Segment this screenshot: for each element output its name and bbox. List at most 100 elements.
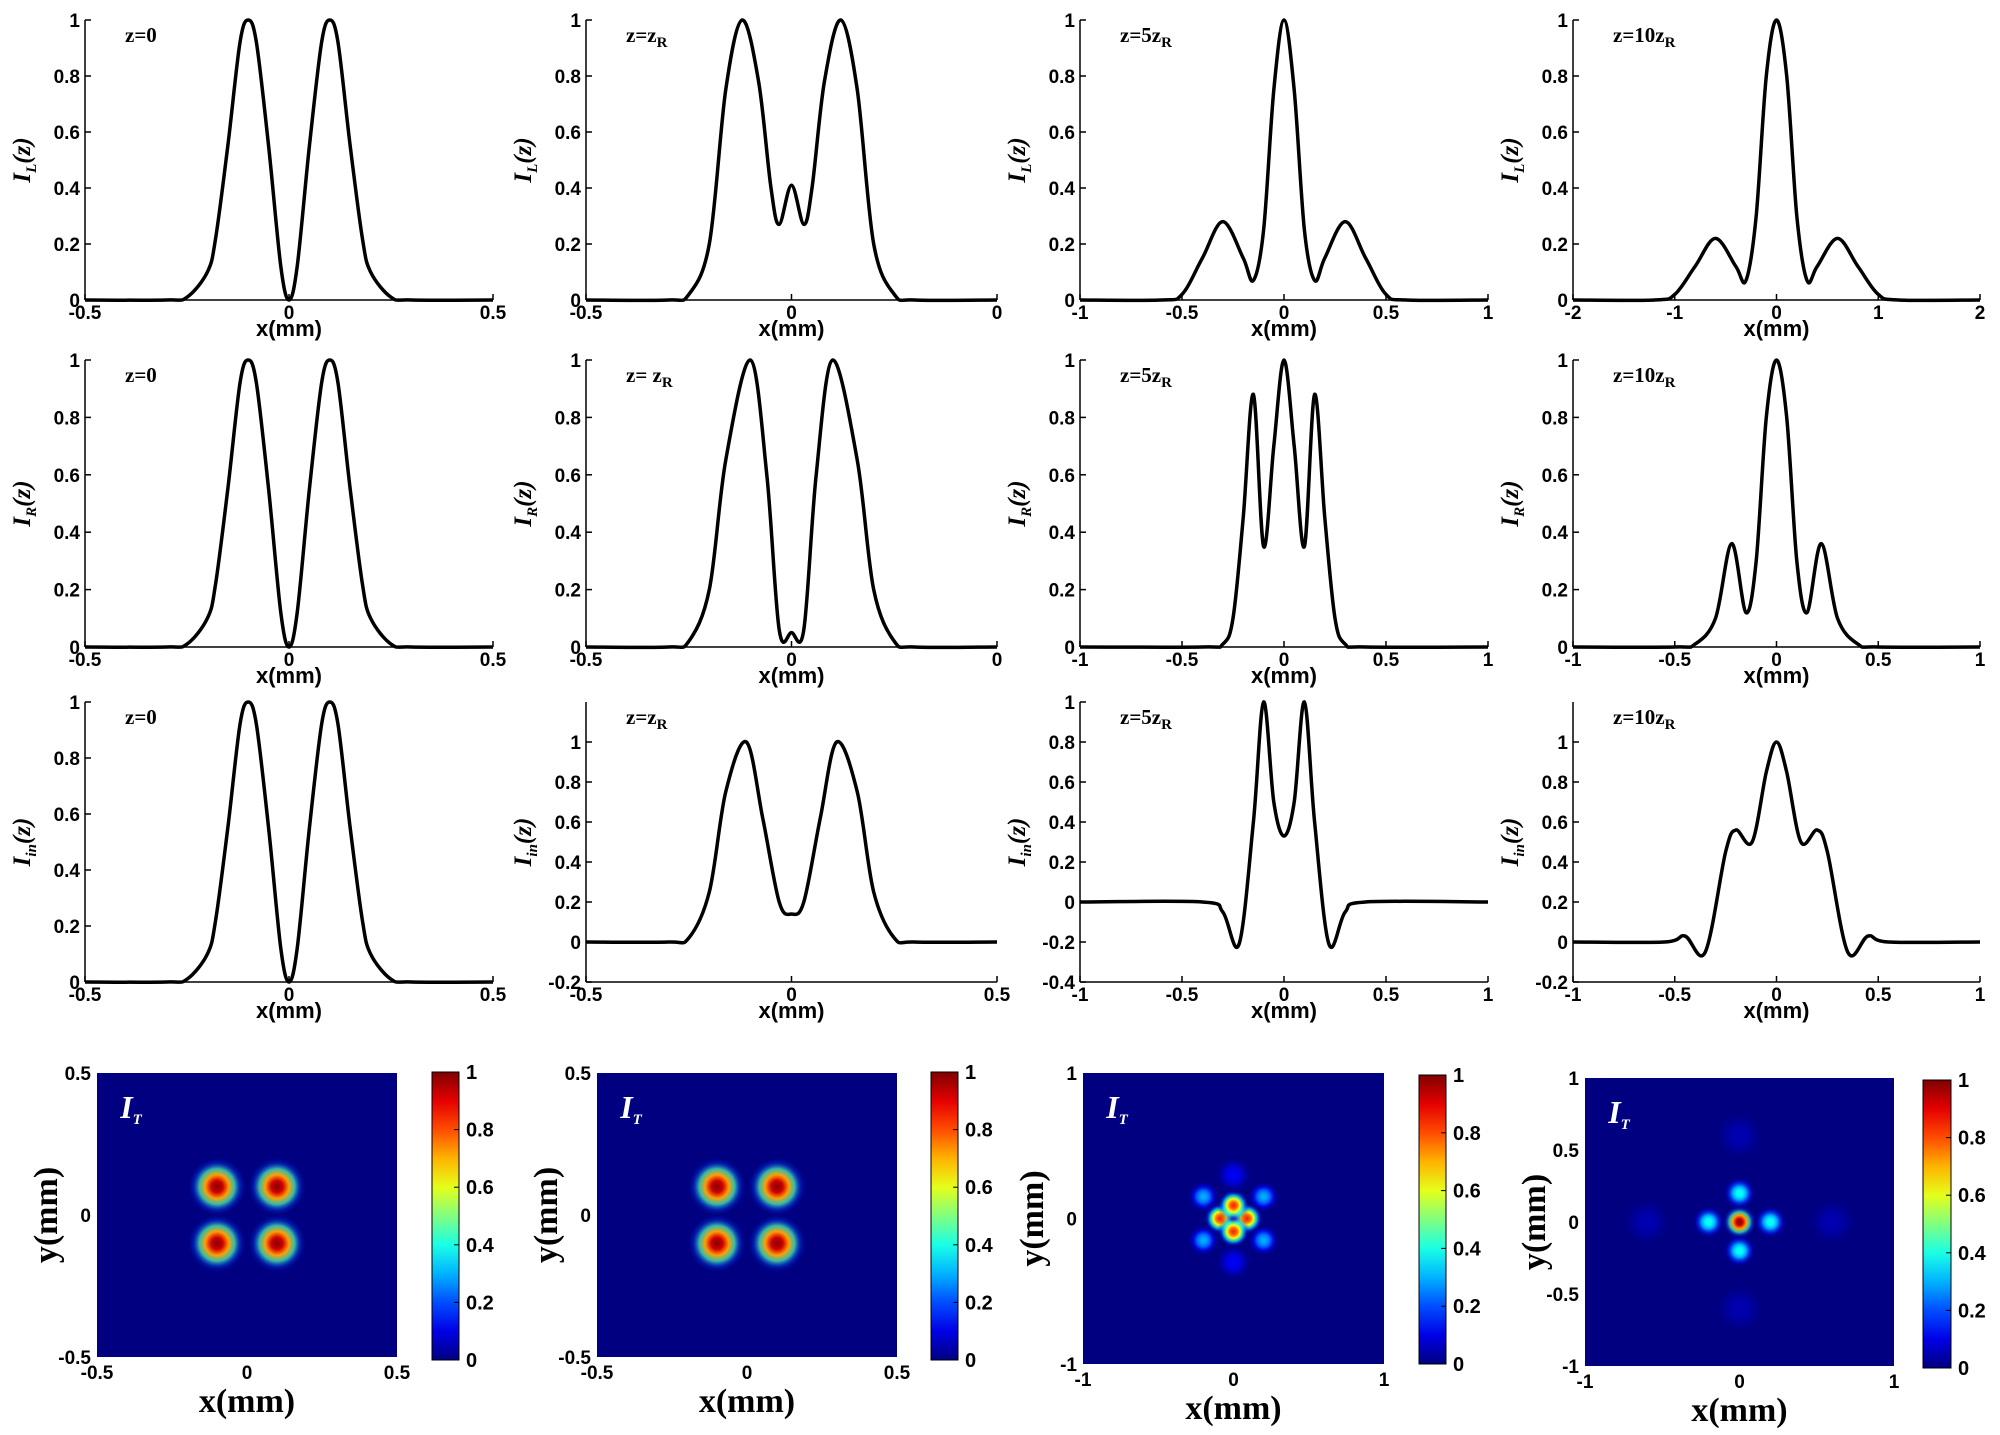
intensity-spot (1186, 1223, 1220, 1257)
z-annotation: z=zR (626, 23, 668, 51)
y-tick-label: -0.5 (558, 1348, 591, 1369)
intensity-curve (1079, 358, 1489, 649)
colorbar-tick-label: 0.2 (1958, 1300, 1986, 1322)
x-axis-label: x(mm) (758, 316, 824, 341)
y-tick-label: 0.2 (54, 917, 80, 938)
y-tick-label: 1 (1557, 351, 1568, 372)
x-tick-label: 1 (1483, 303, 1494, 324)
intensity-spot (1213, 1154, 1254, 1195)
colorbar-tick-label: 0.6 (466, 1177, 494, 1199)
line-plot-3: -1 -0.5 0 0.5 1 0 0.2 0.4 0.6 0.8 1 x(mm) IL(z) z=5zR (1004, 11, 1494, 341)
y-axis-label: Iin(z) (1497, 818, 1528, 868)
map-title: IT (1105, 1089, 1128, 1128)
y-axis-label: IL(z) (1497, 137, 1528, 183)
x-tick-label: -0.5 (570, 985, 603, 1006)
y-tick-label: 0.6 (555, 813, 581, 834)
y-tick-label: 0.8 (1049, 67, 1075, 88)
line-plot-4: -2 -1 0 1 2 0 0.2 0.4 0.6 0.8 1 x(mm) IL(z) z=10zR (1497, 11, 1985, 341)
x-tick-label: 0 (742, 1363, 753, 1384)
intensity-spot (247, 1156, 307, 1217)
y-tick-label: 0.5 (1553, 1141, 1580, 1162)
x-tick-label: 0.5 (480, 650, 507, 671)
y-tick-label: 1 (1064, 11, 1075, 32)
x-tick-label: -0.5 (69, 985, 102, 1006)
x-tick-label: 0 (786, 303, 797, 324)
y-tick-label: 0.6 (1049, 466, 1075, 487)
x-tick-label: 1 (1975, 985, 1986, 1006)
colorbar-tick-label: 0.6 (965, 1177, 993, 1199)
x-axis-label: x(mm) (199, 1383, 295, 1420)
intensity-spot (1722, 1233, 1757, 1268)
x-tick-label: 0.5 (1373, 303, 1400, 324)
intensity-map-3: IT -1 0 1 -1 0 1 x(mm) y(mm) 0 0.2 0.4 0.6 0.8 1 (1014, 1064, 1482, 1427)
y-tick-label: 0.2 (54, 581, 80, 602)
colorbar-tick-label: 0 (1958, 1358, 1969, 1380)
y-tick-label: 0.5 (565, 1064, 592, 1085)
x-tick-label: 1 (1873, 303, 1884, 324)
x-tick-label: 0.5 (480, 303, 507, 324)
y-axis-label: y(mm) (28, 1167, 65, 1263)
y-tick-label: 0.8 (555, 408, 581, 429)
y-tick-label: -0.4 (1042, 973, 1075, 994)
y-tick-label: 0 (1568, 1213, 1579, 1234)
y-tick-label: 0.8 (1542, 408, 1568, 429)
y-tick-label: 0.4 (54, 861, 81, 882)
x-tick-label: 0 (284, 985, 295, 1006)
y-axis-label: IR(z) (9, 480, 40, 527)
y-tick-label: 0 (1557, 933, 1568, 954)
colorbar-tick-label: 0.2 (466, 1292, 494, 1314)
intensity-curve (1079, 18, 1489, 303)
y-tick-label: -0.2 (1535, 973, 1568, 994)
x-tick-label: -0.5 (69, 303, 102, 324)
line-plot-9: -0.5 0 0.500.20.40.60.81x(mm)Iin(z)z=0 (9, 693, 507, 1023)
intensity-spot (1247, 1180, 1281, 1214)
y-tick-label: 0.8 (1049, 733, 1075, 754)
y-tick-label: 0.6 (54, 466, 80, 487)
x-tick-label: 1 (1889, 1372, 1900, 1393)
y-tick-label: 0.2 (555, 581, 581, 602)
x-tick-label: 1 (1379, 1370, 1390, 1391)
y-tick-label: 0.8 (1542, 67, 1568, 88)
x-tick-label: 0 (1771, 303, 1782, 324)
intensity-curve (585, 740, 998, 945)
x-axis-label: x(mm) (1743, 316, 1809, 341)
colorbar-tick-label: 1 (466, 1062, 477, 1084)
y-axis-label: IR(z) (1497, 480, 1528, 527)
colorbar-tick-label: 0 (1453, 1354, 1464, 1376)
x-tick-label: -2 (1565, 303, 1582, 324)
y-tick-label: 0.4 (1049, 523, 1076, 544)
y-tick-label: 0.8 (54, 67, 80, 88)
line-plot-7: -1 -0.5 0 0.5 1 0 0.2 0.4 0.6 0.8 1 x(mm) IR(z) z=5zR (1004, 351, 1494, 688)
colorbar-tick-label: 0.8 (466, 1120, 494, 1142)
x-tick-label: 0 (1734, 1372, 1745, 1393)
x-tick-label: -0.5 (81, 1363, 114, 1384)
intensity-curve (84, 700, 494, 984)
y-tick-label: 1 (69, 693, 80, 714)
z-annotation: z=5zR (1120, 23, 1172, 51)
z-annotation: z=0 (125, 705, 157, 729)
x-tick-label: 0 (284, 650, 295, 671)
y-tick-label: 0 (69, 638, 80, 659)
y-tick-label: 0.8 (54, 408, 80, 429)
line-plot-2: -0.5 0 000.20.40.60.81x(mm)IL(z)z=zR (510, 11, 1002, 341)
intensity-curve (1572, 740, 1981, 958)
intensity-spot (1186, 1180, 1220, 1214)
y-tick-label: 0.5 (65, 1064, 92, 1085)
x-axis-label: x(mm) (1251, 316, 1317, 341)
x-tick-label: -0.5 (1658, 650, 1691, 671)
intensity-spot (1712, 1281, 1767, 1336)
y-axis-label: y(mm) (528, 1167, 565, 1263)
x-tick-label: 0 (1279, 985, 1290, 1006)
y-tick-label: 0 (570, 638, 581, 659)
z-annotation: z= zR (626, 363, 673, 391)
x-tick-label: -1 (1075, 1370, 1092, 1391)
colorbar (1418, 1074, 1447, 1365)
y-tick-label: 0.8 (555, 773, 581, 794)
x-tick-label: 0.5 (1373, 650, 1400, 671)
x-tick-label: 0 (992, 650, 1003, 671)
x-tick-label: 1 (1483, 650, 1494, 671)
y-axis-label: IL(z) (510, 137, 541, 183)
y-tick-label: 1 (1557, 733, 1568, 754)
colorbar-tick-label: 0.4 (466, 1235, 495, 1257)
